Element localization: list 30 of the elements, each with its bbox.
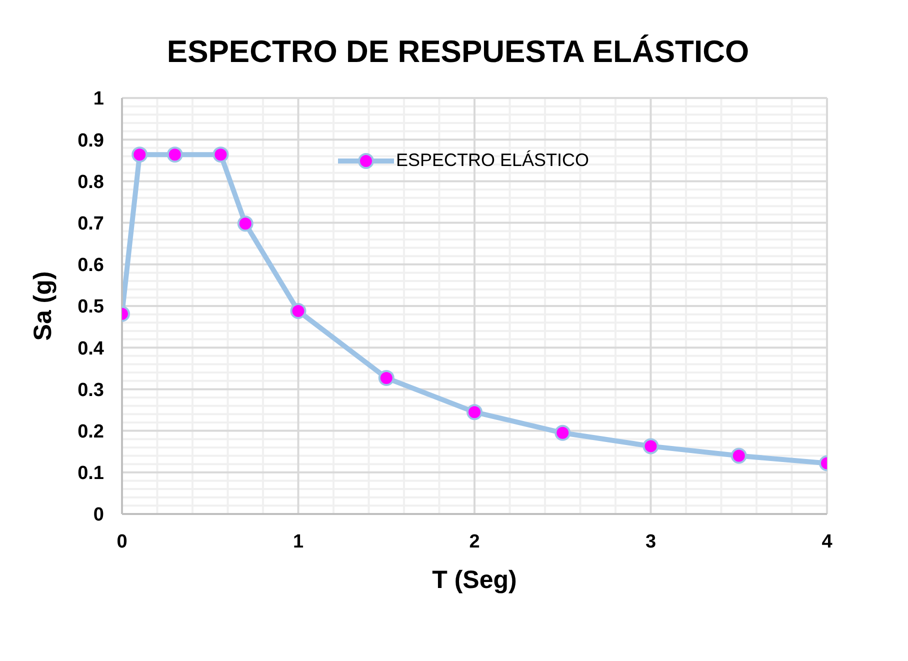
point [378,370,394,386]
point [642,438,659,454]
point [212,146,229,163]
x-tick-label: 0 [116,531,128,552]
x-axis-title: T (Seg) [432,566,517,594]
y-tick-label: 0.9 [78,130,104,152]
x-tick-label: 1 [292,531,304,552]
legend-label: ESPECTRO ELÁSTICO [396,150,590,171]
y-tick-label: 0.4 [78,338,104,360]
x-tick-label: 2 [469,531,480,552]
point [132,146,148,163]
x-tick-label: 3 [645,531,656,552]
point [466,404,482,420]
point [166,146,183,163]
point [290,302,306,319]
y-tick-label: 0.3 [78,380,104,401]
y-tick-label: 0.6 [78,255,104,276]
point [554,424,571,441]
point [237,216,254,232]
y-tick-label: 0.2 [78,422,104,443]
y-tick-label: 1 [93,88,104,110]
y-tick-label: 0.7 [78,214,104,235]
y-axis-title: Sa (g) [28,271,57,341]
point [730,448,747,464]
x-tick-label: 4 [822,531,833,552]
chart-title: ESPECTRO DE RESPUESTA ELÁSTICO [166,34,750,70]
y-tick-label: 0.8 [78,172,104,193]
y-tick-label: 0.5 [78,296,104,318]
y-tick-label: 0 [93,504,104,526]
y-tick-label: 0.1 [78,463,104,484]
